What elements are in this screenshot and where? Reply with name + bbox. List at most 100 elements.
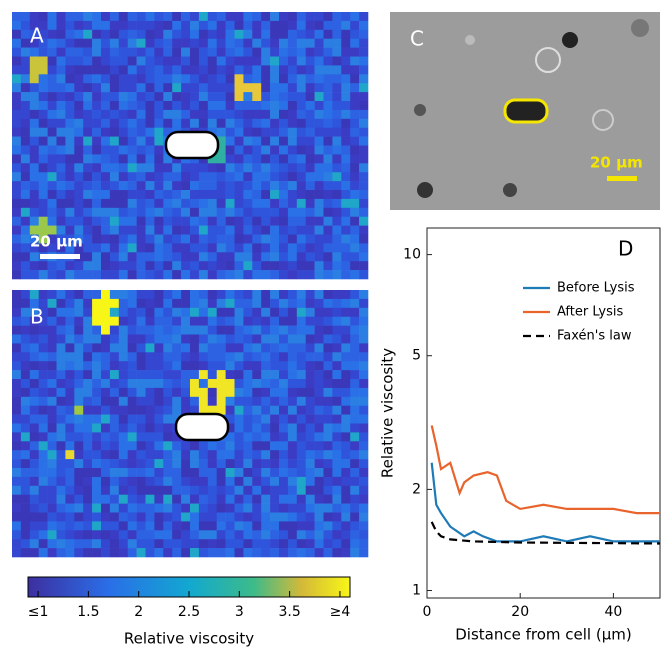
heat-cell <box>207 198 217 209</box>
heat-cell <box>296 216 306 226</box>
heat-cell <box>323 29 333 39</box>
heat-cell <box>20 270 31 280</box>
heat-cell <box>38 12 48 22</box>
heat-cell <box>305 361 315 371</box>
heat-cell <box>101 539 111 549</box>
heat-cell <box>47 441 57 451</box>
heat-cell <box>92 216 102 226</box>
heat-cell <box>270 396 280 406</box>
heat-cell <box>190 494 200 504</box>
heat-cell <box>74 459 84 469</box>
heat-cell <box>350 290 360 300</box>
heat-cell <box>216 145 226 155</box>
heat-cell <box>181 476 191 487</box>
heat-cell <box>216 450 226 460</box>
heat-cell <box>198 370 209 380</box>
heat-cell <box>56 118 66 128</box>
heat-cell <box>359 450 369 460</box>
heat-cell <box>296 12 306 22</box>
heat-cell <box>47 361 57 371</box>
heat-cell <box>154 207 164 217</box>
heat-cell <box>154 290 164 300</box>
heat-cell <box>83 216 93 226</box>
heat-cell <box>29 290 39 300</box>
heat-cell <box>118 316 128 326</box>
heat-cell <box>243 290 253 300</box>
heat-cell <box>12 441 22 451</box>
heat-cell <box>225 154 235 164</box>
heat-cell <box>74 503 84 513</box>
heat-cell <box>181 405 191 415</box>
heat-cell <box>83 38 93 48</box>
x-tick-label: 20 <box>511 604 529 620</box>
heat-cell <box>314 316 324 326</box>
heat-cell <box>225 343 235 353</box>
heat-cell <box>65 101 75 111</box>
heat-cell <box>270 12 280 22</box>
heat-cell <box>118 198 128 209</box>
heat-cell <box>350 414 360 424</box>
heat-cell <box>252 234 262 244</box>
heat-cell <box>359 432 369 442</box>
heat-cell <box>332 163 342 173</box>
heat-cell <box>252 261 262 271</box>
heat-cell <box>359 243 369 253</box>
heat-cell <box>261 503 271 513</box>
heat-cell <box>154 539 164 549</box>
heat-cell <box>243 109 253 120</box>
heat-cell <box>252 154 262 164</box>
heat-cell <box>359 468 369 478</box>
heat-cell <box>163 396 173 406</box>
heat-cell <box>154 198 164 209</box>
heat-cell <box>225 441 235 451</box>
heat-cell <box>314 530 324 540</box>
heat-cell <box>296 423 306 433</box>
heat-cell <box>252 423 262 433</box>
heat-cell <box>136 432 146 442</box>
heat-cell <box>279 352 289 362</box>
heat-cell <box>207 270 217 280</box>
heat-cell <box>314 441 324 451</box>
heat-cell <box>243 476 253 487</box>
heat-cell <box>190 216 200 226</box>
heat-cell <box>252 316 262 326</box>
heat-cell <box>332 316 342 326</box>
heat-cell <box>323 198 333 209</box>
heat-cell <box>127 261 137 271</box>
heat-cell <box>216 181 226 191</box>
heat-cell <box>12 47 22 57</box>
heat-cell <box>323 387 333 398</box>
panel-label: B <box>30 305 44 329</box>
heat-cell <box>279 172 289 182</box>
heat-cell <box>127 29 137 39</box>
heat-cell <box>127 20 137 31</box>
heat-cell <box>279 163 289 173</box>
heat-cell <box>136 20 146 31</box>
heat-cell <box>12 343 22 353</box>
heat-cell <box>83 145 93 155</box>
heat-cell <box>341 118 351 128</box>
heat-cell <box>305 423 315 433</box>
heat-cell <box>101 450 111 460</box>
heat-cell <box>145 47 155 57</box>
heat-cell <box>234 38 244 48</box>
heat-cell <box>332 207 342 217</box>
heat-cell <box>341 163 351 173</box>
heat-cell <box>56 325 66 335</box>
heat-cell <box>314 145 324 155</box>
heat-cell <box>207 38 217 48</box>
heat-cell <box>323 181 333 191</box>
heat-cell <box>207 334 217 344</box>
heat-cell <box>145 325 155 335</box>
heat-cell <box>261 145 271 155</box>
heat-cell <box>20 396 31 406</box>
heat-cell <box>243 325 253 335</box>
heat-cell <box>314 261 324 271</box>
heat-cell <box>154 494 164 504</box>
heat-cell <box>252 198 262 209</box>
heat-cell <box>198 252 209 262</box>
heat-cell <box>287 145 298 155</box>
heat-cell <box>296 387 306 398</box>
heat-cell <box>279 118 289 128</box>
heat-cell <box>136 370 146 380</box>
